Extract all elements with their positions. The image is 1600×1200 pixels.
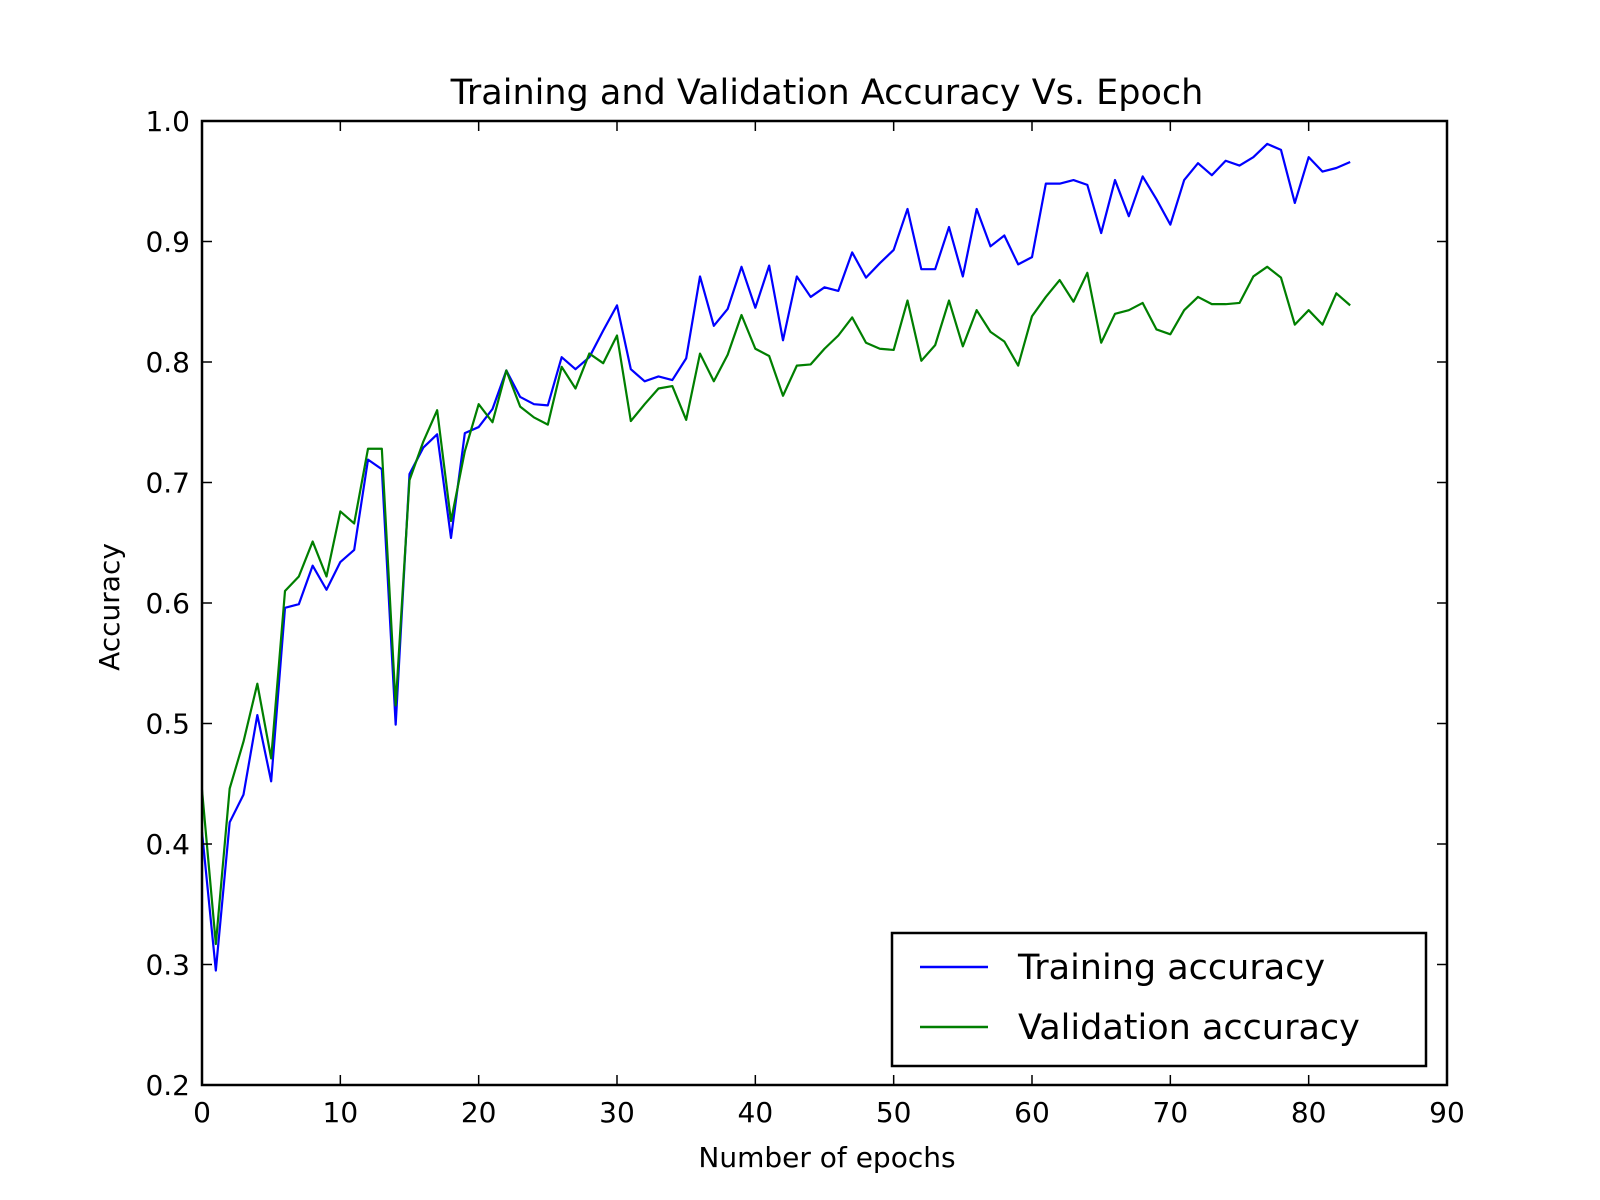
legend-label-validation: Validation accuracy bbox=[1018, 1008, 1360, 1048]
x-tick-label: 30 bbox=[599, 1096, 635, 1129]
y-tick-label: 0.2 bbox=[145, 1069, 190, 1102]
y-tick-label: 0.6 bbox=[145, 587, 190, 620]
y-tick-label: 0.9 bbox=[145, 226, 190, 259]
x-axis-title: Number of epochs bbox=[698, 1141, 955, 1174]
chart-title: Training and Validation Accuracy Vs. Epo… bbox=[450, 73, 1204, 113]
legend-box bbox=[890, 931, 1428, 1068]
x-tick-label: 10 bbox=[323, 1096, 359, 1129]
axes-layer: 0 10 20 30 40 50 60 70 80 90 0.2 0.3 0.4 0.5 0.6 0.7 0.8… bbox=[145, 105, 1464, 1129]
legend: Training accuracy Validation accuracy bbox=[890, 931, 1428, 1068]
x-tick-label: 80 bbox=[1291, 1096, 1327, 1129]
x-tick-label: 0 bbox=[193, 1096, 211, 1129]
x-tick-label: 90 bbox=[1429, 1096, 1465, 1129]
y-tick-label: 0.3 bbox=[145, 949, 190, 982]
y-tick-label: 0.7 bbox=[145, 467, 190, 500]
y-axis-title: Accuracy bbox=[93, 543, 126, 671]
x-tick-label: 50 bbox=[876, 1096, 912, 1129]
y-tick-label: 0.8 bbox=[145, 346, 190, 379]
y-tick-label: 1.0 bbox=[145, 105, 190, 138]
legend-label-training: Training accuracy bbox=[1017, 948, 1325, 988]
x-tick-label: 70 bbox=[1153, 1096, 1189, 1129]
plot-layer bbox=[200, 142, 1351, 972]
x-tick-label: 20 bbox=[461, 1096, 497, 1129]
series-line-validation bbox=[200, 265, 1351, 946]
y-tick-label: 0.5 bbox=[145, 708, 190, 741]
x-tick-label: 40 bbox=[738, 1096, 774, 1129]
y-tick-label: 0.4 bbox=[145, 828, 190, 861]
x-tick-label: 60 bbox=[1014, 1096, 1050, 1129]
